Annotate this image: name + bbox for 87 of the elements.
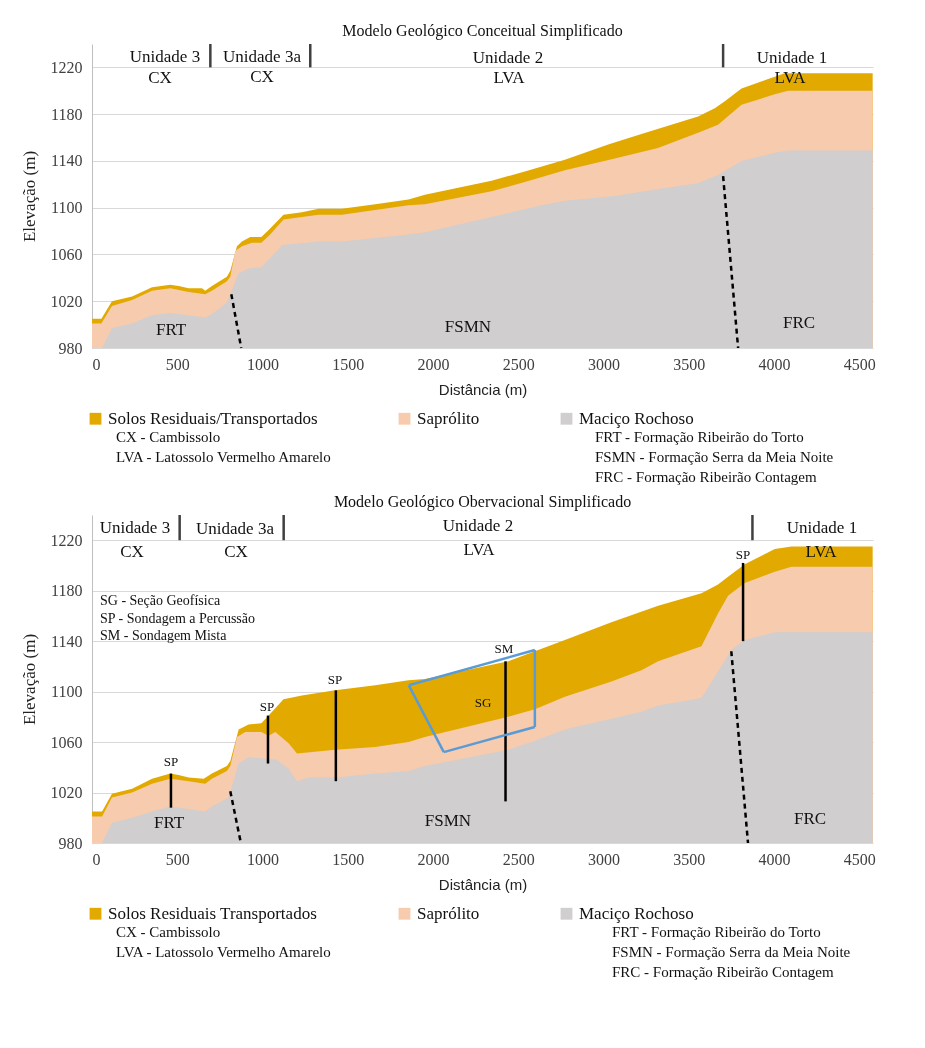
y-axis-title: Elevação (m) (19, 633, 39, 726)
y-tick-label: 1020 (50, 784, 83, 802)
x-tick-label: 2500 (502, 850, 535, 868)
text: FRC - Formação Ribeirão Contagem (612, 964, 834, 980)
x-tick-label: 1000 (247, 850, 280, 868)
text: FRT - Formação Ribeirão do Torto (595, 429, 804, 445)
annotation: FRC (782, 313, 816, 332)
annotation: LVA (493, 68, 526, 87)
annotation: FSMN (444, 317, 492, 336)
text: LVA - Latossolo Vermelho Amarelo (116, 944, 331, 960)
annotation: SP (259, 699, 275, 714)
x-tick-label: 3000 (588, 355, 621, 373)
y-tick-label: 1140 (51, 632, 83, 650)
text: CX - Cambissolo (116, 429, 221, 445)
text: FSMN - Formação Serra da Meia Noite (612, 944, 851, 960)
annotation: SP (327, 672, 343, 687)
annotation: LVA (774, 68, 807, 87)
legend-label: Maciço Rochoso (579, 903, 694, 923)
annotation: CX (250, 67, 274, 86)
y-tick-label: 1220 (50, 58, 83, 76)
annotation: LVA (805, 542, 838, 561)
annotation: Unidade 3a (223, 47, 302, 66)
annotation: SP - Sondagem a Percussão (100, 611, 256, 626)
x-tick-label: 4000 (758, 355, 791, 373)
x-tick-label: 3500 (673, 355, 706, 373)
x-tick-label: 1500 (332, 850, 365, 868)
annotation: Unidade 3 (99, 518, 171, 537)
legend-label: Maciço Rochoso (579, 408, 694, 428)
y-tick-label: 1020 (50, 292, 83, 310)
annotation: SG (474, 695, 492, 710)
x-tick-label: 1000 (247, 355, 280, 373)
annotation: FSMN (424, 811, 472, 830)
text: LVA - Latossolo Vermelho Amarelo (116, 449, 331, 465)
annotation: SP (735, 547, 751, 562)
annotation: CX (224, 542, 248, 561)
annotation: SG - Seção Geofísica (100, 593, 221, 608)
chart-title: Modelo Geológico Conceitual Simplificado (342, 21, 623, 40)
y-tick-label: 1060 (50, 245, 83, 263)
x-tick-label: 500 (165, 850, 190, 868)
annotation: SM (494, 641, 514, 656)
annotation: Unidade 2 (442, 516, 514, 535)
y-tick-label: 980 (58, 834, 83, 852)
x-tick-label: 0 (92, 355, 101, 373)
legend-label: Saprólito (417, 408, 480, 428)
x-tick-label: 3000 (588, 850, 621, 868)
x-axis-title: Distância (m) (438, 875, 528, 893)
text: FSMN - Formação Serra da Meia Noite (595, 449, 834, 465)
y-tick-label: 1060 (50, 733, 83, 751)
annotation: Unidade 1 (786, 518, 858, 537)
y-tick-label: 1100 (51, 683, 83, 701)
y-tick-label: 1220 (50, 531, 83, 549)
y-tick-label: 1140 (51, 152, 83, 170)
annotation: SP (163, 754, 179, 769)
annotation: Unidade 3a (196, 519, 275, 538)
annotation: CX (120, 542, 144, 561)
x-tick-label: 3500 (673, 850, 706, 868)
annotation: Unidade 2 (472, 48, 544, 67)
legend-label: Solos Residuais Transportados (108, 903, 317, 923)
legend-label: Solos Residuais/Transportados (108, 408, 318, 428)
annotation: FRT (153, 813, 185, 832)
y-tick-label: 980 (58, 339, 83, 357)
annotation: CX (148, 68, 172, 87)
annotation: SM - Sondagem Mista (100, 628, 228, 643)
x-tick-label: 1500 (332, 355, 365, 373)
chart-title: Modelo Geológico Obervacional Simplificado (333, 492, 632, 511)
x-tick-label: 4500 (843, 355, 876, 373)
legend-label: Saprólito (417, 903, 480, 923)
annotation: Unidade 3 (129, 47, 201, 66)
x-tick-label: 4500 (843, 850, 876, 868)
x-tick-label: 2000 (417, 850, 450, 868)
y-tick-label: 1100 (51, 199, 83, 217)
annotation: LVA (463, 540, 496, 559)
x-tick-label: 500 (165, 355, 190, 373)
x-tick-label: 2500 (502, 355, 535, 373)
y-tick-label: 1180 (51, 582, 83, 600)
text: FRT - Formação Ribeirão do Torto (612, 924, 821, 940)
y-tick-label: 1180 (51, 105, 83, 123)
x-axis-title: Distância (m) (438, 380, 528, 398)
x-tick-label: 4000 (758, 850, 791, 868)
x-tick-label: 0 (92, 850, 101, 868)
annotation: Unidade 1 (756, 48, 828, 67)
annotation: FRT (155, 320, 187, 339)
annotation: FRC (793, 809, 827, 828)
x-tick-label: 2000 (417, 355, 450, 373)
text: CX - Cambissolo (116, 924, 221, 940)
y-axis-title: Elevação (m) (19, 150, 39, 243)
text: FRC - Formação Ribeirão Contagem (595, 469, 817, 485)
